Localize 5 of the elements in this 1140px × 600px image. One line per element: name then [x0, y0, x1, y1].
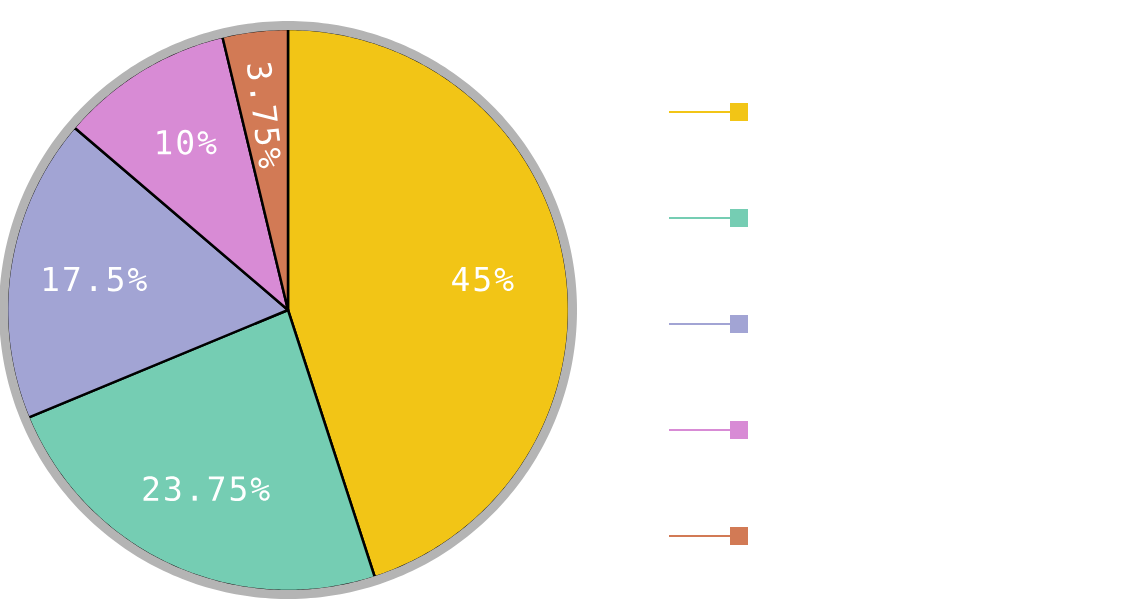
data-label: 17.5%: [44, 266, 147, 292]
data-label: 23.75%: [143, 476, 270, 502]
data-label: 10%: [157, 129, 217, 155]
data-label: 3.75%: [247, 62, 281, 169]
data-label: 45%: [452, 266, 514, 292]
